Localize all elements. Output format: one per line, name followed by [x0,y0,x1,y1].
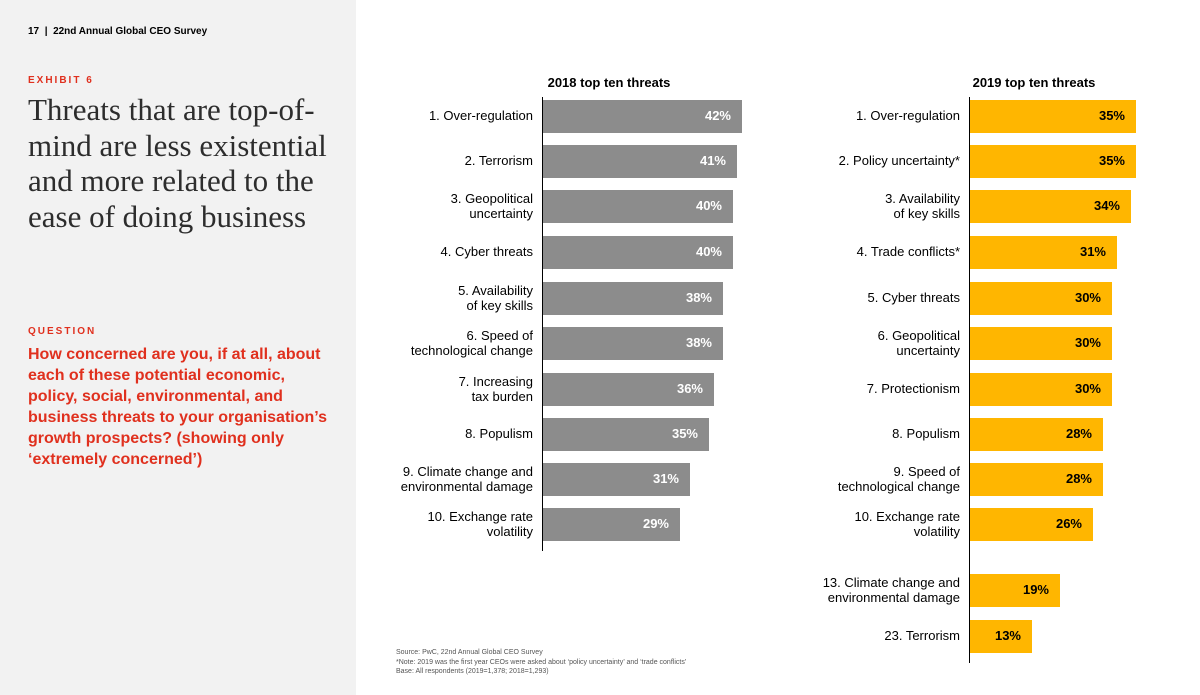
category-label: 8. Populism [465,426,533,442]
header-separator: | [44,26,48,37]
category-label: 2. Terrorism [464,153,533,169]
category-label: 1. Over-regulation [428,108,533,124]
category-label: 8. Populism [892,426,960,442]
bar-2018 [543,100,742,133]
category-label: 5. Cyber threats [867,290,961,306]
bar-2018 [543,282,723,315]
category-label: 6. Geopolitical uncertainty [877,327,960,359]
bar-value-label: 31% [1079,244,1106,259]
bar-value-label: 28% [1065,426,1092,441]
bar-value-label: 41% [699,153,726,168]
bar-2019 [970,463,1103,496]
category-label: 4. Cyber threats [440,244,534,260]
bar-2019 [970,574,1060,607]
category-label: 9. Climate change and environmental dama… [400,463,533,495]
chart-title-2018: 2018 top ten threats [547,75,671,90]
question-label: QUESTION [28,326,97,337]
bar-value-label: 35% [1098,108,1125,123]
bar-value-label: 42% [704,108,731,123]
bar-2019 [970,620,1032,653]
bar-2019 [970,282,1112,315]
bar-2018 [543,145,737,178]
category-label: 6. Speed of technological change [410,327,533,359]
bar-value-label: 35% [1098,153,1125,168]
bar-value-label: 29% [642,516,669,531]
exhibit-label: EXHIBIT 6 [28,75,94,86]
bar-2019 [970,327,1112,360]
page-title: Threats that are top-of-mind are less ex… [28,92,327,234]
category-label: 23. Terrorism [884,628,960,644]
bar-2019 [970,236,1117,269]
bar-2018 [543,463,690,496]
footnote-note: *Note: 2019 was the first year CEOs were… [396,658,687,666]
bar-value-label: 30% [1074,290,1101,305]
bar-2018 [543,327,723,360]
bar-value-label: 40% [695,244,722,259]
bar-2019 [970,508,1093,541]
bar-value-label: 26% [1055,516,1082,531]
bar-2018 [543,236,733,269]
bar-value-label: 36% [676,381,703,396]
category-label: 2. Policy uncertainty* [838,153,960,169]
bar-2018 [543,190,733,223]
bar-value-label: 34% [1093,198,1120,213]
bar-value-label: 31% [652,471,679,486]
left-panel: 17 | 22nd Annual Global CEO Survey EXHIB… [0,0,356,695]
category-label: 7. Protectionism [866,381,960,397]
footnotes: Source: PwC, 22nd Annual Global CEO Surv… [396,648,686,677]
category-label: 7. Increasing tax burden [458,373,533,405]
bar-value-label: 30% [1074,381,1101,396]
bar-value-label: 19% [1022,582,1049,597]
question-text: How concerned are you, if at all, about … [28,346,328,468]
bar-2019 [970,418,1103,451]
bar-2019 [970,373,1112,406]
bar-2019 [970,145,1136,178]
category-label: 3. Geopolitical uncertainty [450,190,533,222]
category-label: 1. Over-regulation [855,108,960,124]
category-label: 13. Climate change and environmental dam… [822,574,960,606]
bar-value-label: 40% [695,198,722,213]
category-label: 10. Exchange rate volatility [427,508,533,540]
bar-2018 [543,508,680,541]
chart-title-2019: 2019 top ten threats [972,75,1096,90]
page-header: 17 | 22nd Annual Global CEO Survey [28,26,207,37]
footnote-base: Base: All respondents (2019=1,378; 2018=… [396,668,549,675]
page-number: 17 [28,26,40,37]
bar-2019 [970,190,1131,223]
category-label: 4. Trade conflicts* [856,244,960,260]
bar-value-label: 38% [685,335,712,350]
bar-value-label: 38% [685,290,712,305]
category-label: 3. Availability of key skills [885,190,960,222]
category-label: 10. Exchange rate volatility [854,508,960,540]
chart-axis-2018 [542,97,543,551]
bar-2018 [543,418,709,451]
bar-value-label: 30% [1074,335,1101,350]
bar-2019 [970,100,1136,133]
bar-2018 [543,373,714,406]
category-label: 9. Speed of technological change [837,463,960,495]
survey-name: 22nd Annual Global CEO Survey [53,26,208,37]
bar-value-label: 35% [671,426,698,441]
bar-value-label: 13% [994,628,1021,643]
footnote-source: Source: PwC, 22nd Annual Global CEO Surv… [396,649,543,656]
category-label: 5. Availability of key skills [458,282,533,314]
bar-value-label: 28% [1065,471,1092,486]
chart-axis-2019 [969,97,970,663]
